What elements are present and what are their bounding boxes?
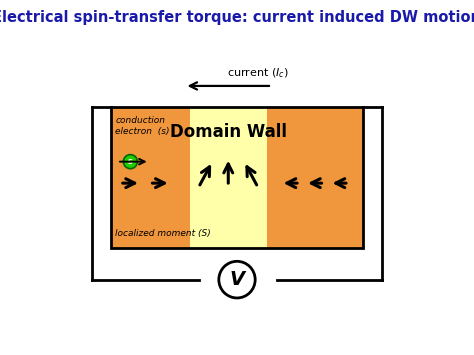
Circle shape — [123, 155, 137, 169]
Bar — [111, 107, 363, 248]
Text: Domain Wall: Domain Wall — [170, 123, 287, 141]
Text: Electrical spin-transfer torque: current induced DW motion: Electrical spin-transfer torque: current… — [0, 10, 474, 25]
Text: s: s — [128, 157, 133, 166]
Text: localized moment (S): localized moment (S) — [115, 229, 211, 238]
Bar — [111, 107, 363, 248]
Text: current ($I_c$): current ($I_c$) — [227, 67, 289, 80]
Text: conduction
electron  (s): conduction electron (s) — [115, 116, 170, 136]
Circle shape — [219, 261, 255, 298]
Bar — [190, 107, 267, 248]
Text: V: V — [229, 270, 245, 289]
